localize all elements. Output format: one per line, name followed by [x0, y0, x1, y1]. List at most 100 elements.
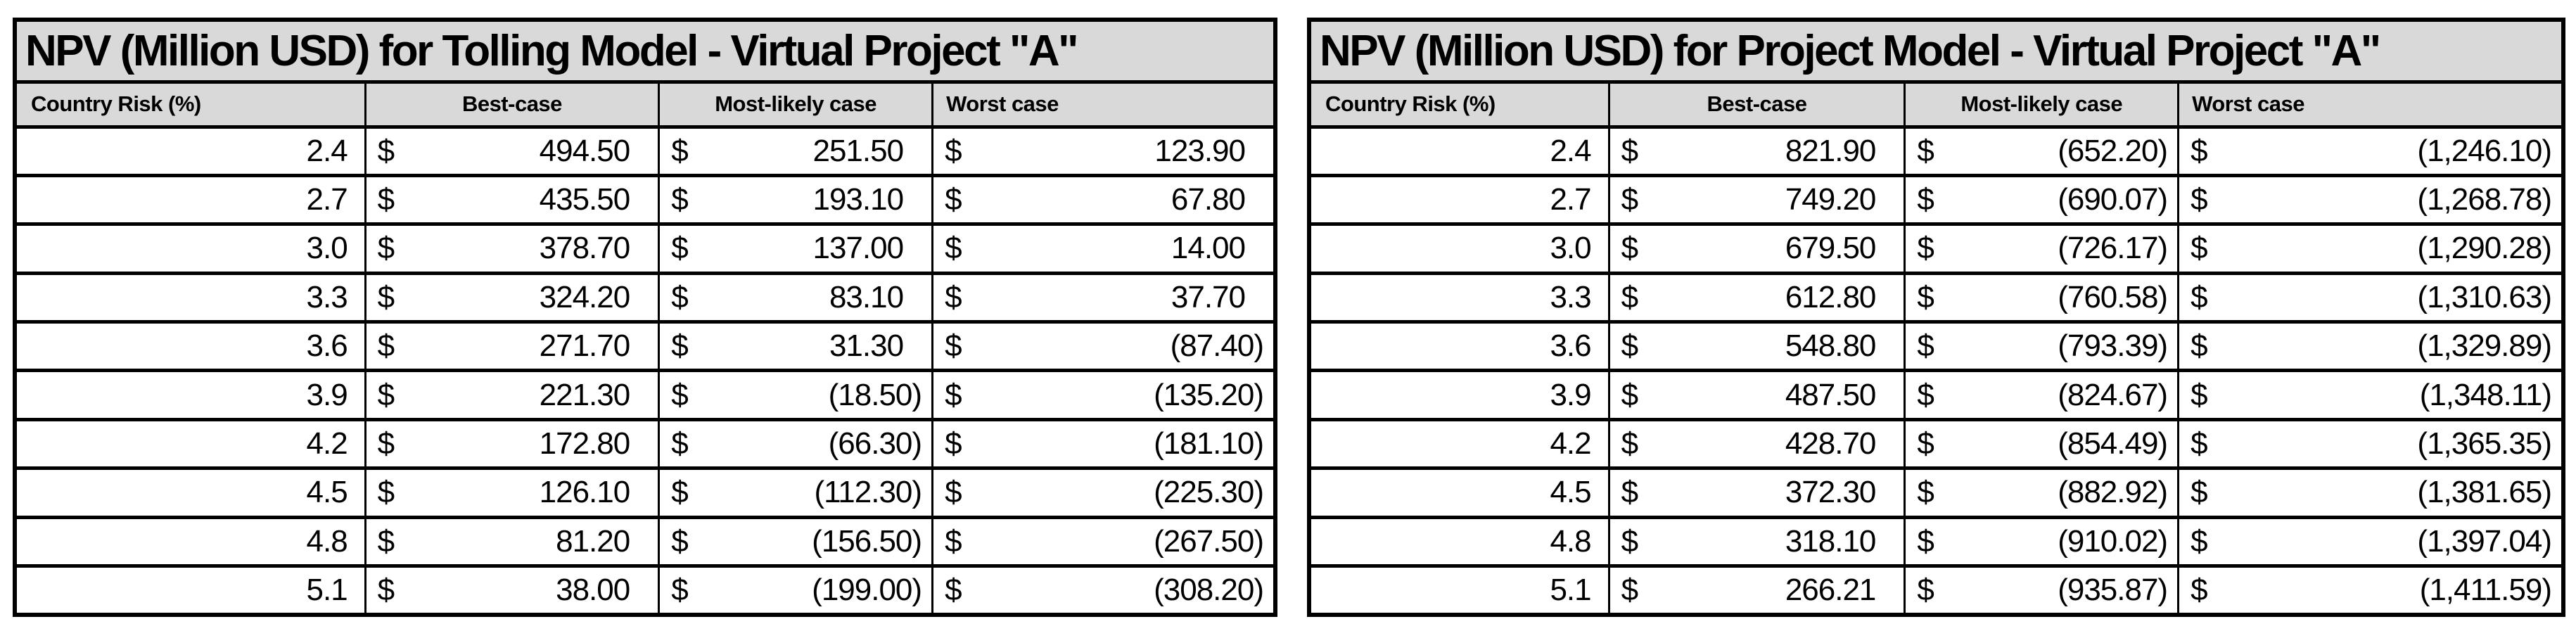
worst-case-value-cell: $ (1,290.28)	[2177, 222, 2565, 275]
table-title: NPV (Million USD) for Project Model - Vi…	[1308, 18, 2565, 83]
table-row: 4.5 $126.10 $ (112.30) $ (225.30)	[13, 466, 1277, 519]
most-likely-case-value: (156.50)	[812, 523, 922, 559]
most-likely-case-value: (760.58)	[2058, 279, 2168, 314]
best-case-value-cell: $435.50	[364, 173, 661, 227]
worst-case-value-cell: $ (1,310.63)	[2177, 271, 2565, 324]
table-row: 2.7 $435.50 $193.10 $67.80	[13, 173, 1277, 227]
most-likely-case-value-cell: $ (690.07)	[1904, 173, 2180, 227]
most-likely-case-value-cell: $137.00	[658, 222, 934, 275]
currency-symbol: $	[377, 475, 395, 510]
worst-case-value-cell: $ (1,381.65)	[2177, 466, 2565, 519]
country-risk-value: 3.3	[13, 271, 366, 324]
table-row: 3.3 $612.80 $ (760.58) $ (1,310.63)	[1308, 271, 2565, 324]
worst-case-value-cell: $67.80	[931, 173, 1277, 227]
currency-symbol: $	[377, 231, 395, 266]
most-likely-case-value: (66.30)	[828, 426, 922, 461]
worst-case-value: (1,381.65)	[2417, 475, 2552, 510]
best-case-value-cell: $266.21	[1607, 563, 1906, 617]
best-case-value-cell: $428.70	[1607, 417, 1906, 471]
best-case-value: 435.50	[539, 182, 631, 217]
best-case-value: 428.70	[1785, 426, 1877, 461]
best-case-value: 271.70	[539, 329, 631, 364]
best-case-value: 494.50	[539, 133, 631, 168]
most-likely-case-value: 31.30	[829, 329, 904, 364]
best-case-value: 126.10	[539, 475, 631, 510]
worst-case-value: (1,310.63)	[2417, 279, 2552, 314]
tolling-model-table-container: NPV (Million USD) for Tolling Model - Vi…	[13, 18, 1277, 617]
tolling-model-table-body: 2.4 $494.50 $251.50 $123.90 2.7 $435.50 $193.1…	[13, 125, 1277, 617]
most-likely-case-value-cell: $ (824.67)	[1904, 369, 2180, 421]
currency-symbol: $	[945, 133, 962, 168]
country-risk-value: 4.2	[13, 417, 366, 471]
best-case-value-cell: $324.20	[364, 271, 661, 324]
currency-symbol: $	[2191, 329, 2208, 364]
most-likely-case-value-cell: $ (112.30)	[658, 466, 934, 519]
currency-symbol: $	[671, 475, 689, 510]
currency-symbol: $	[377, 377, 395, 412]
most-likely-case-value-cell: $83.10	[658, 271, 934, 324]
best-case-value: 221.30	[539, 377, 631, 412]
table-row: 4.2 $428.70 $ (854.49) $ (1,365.35)	[1308, 417, 2565, 471]
currency-symbol: $	[1917, 377, 1934, 412]
most-likely-case-value: (726.17)	[2058, 231, 2168, 266]
most-likely-case-value: (935.87)	[2058, 573, 2168, 607]
column-header-most-likely-case: Most-likely case	[658, 79, 934, 129]
most-likely-case-value: (112.30)	[814, 475, 922, 510]
most-likely-case-value: (793.39)	[2058, 329, 2168, 364]
currency-symbol: $	[1917, 426, 1934, 461]
best-case-value: 378.70	[539, 231, 631, 266]
table-row: 3.0 $378.70 $137.00 $14.00	[13, 222, 1277, 275]
currency-symbol: $	[2191, 475, 2208, 510]
currency-symbol: $	[671, 377, 689, 412]
worst-case-value-cell: $ (1,365.35)	[2177, 417, 2565, 471]
column-header-worst-case: Worst case	[2177, 79, 2565, 129]
table-row: 3.0 $679.50 $ (726.17) $ (1,290.28)	[1308, 222, 2565, 275]
country-risk-value: 3.9	[1308, 369, 1610, 421]
best-case-value-cell: $221.30	[364, 369, 661, 421]
currency-symbol: $	[945, 475, 962, 510]
currency-symbol: $	[377, 523, 395, 559]
currency-symbol: $	[1621, 231, 1639, 266]
tolling-model-table: NPV (Million USD) for Tolling Model - Vi…	[13, 18, 1277, 617]
currency-symbol: $	[377, 133, 395, 168]
worst-case-value: (1,329.89)	[2417, 329, 2552, 364]
currency-symbol: $	[2191, 377, 2208, 412]
country-risk-value: 4.5	[1308, 466, 1610, 519]
most-likely-case-value-cell: $ (18.50)	[658, 369, 934, 421]
most-likely-case-value-cell: $251.50	[658, 125, 934, 177]
currency-symbol: $	[1621, 133, 1639, 168]
table-title-row: NPV (Million USD) for Tolling Model - Vi…	[13, 18, 1277, 83]
currency-symbol: $	[671, 231, 689, 266]
worst-case-value: (308.20)	[1154, 573, 1264, 607]
country-risk-value: 4.8	[13, 515, 366, 568]
currency-symbol: $	[1917, 573, 1934, 607]
currency-symbol: $	[1621, 279, 1639, 314]
best-case-value: 679.50	[1785, 231, 1877, 266]
best-case-value: 487.50	[1785, 377, 1877, 412]
currency-symbol: $	[1917, 475, 1934, 510]
currency-symbol: $	[1917, 133, 1934, 168]
worst-case-value: 67.80	[1171, 182, 1246, 217]
currency-symbol: $	[2191, 231, 2208, 266]
table-row: 3.6 $548.80 $ (793.39) $ (1,329.89)	[1308, 320, 2565, 373]
table-row: 2.4 $821.90 $ (652.20) $ (1,246.10)	[1308, 125, 2565, 177]
best-case-value-cell: $612.80	[1607, 271, 1906, 324]
worst-case-value-cell: $ (225.30)	[931, 466, 1277, 519]
worst-case-value: (1,397.04)	[2417, 523, 2552, 559]
best-case-value-cell: $749.20	[1607, 173, 1906, 227]
country-risk-value: 3.9	[13, 369, 366, 421]
worst-case-value: (87.40)	[1170, 329, 1264, 364]
table-title-row: NPV (Million USD) for Project Model - Vi…	[1308, 18, 2565, 83]
currency-symbol: $	[2191, 426, 2208, 461]
most-likely-case-value-cell: $ (199.00)	[658, 563, 934, 617]
best-case-value: 324.20	[539, 279, 631, 314]
most-likely-case-value-cell: $31.30	[658, 320, 934, 373]
table-row: 2.4 $494.50 $251.50 $123.90	[13, 125, 1277, 177]
table-row: 3.9 $487.50 $ (824.67) $ (1,348.11)	[1308, 369, 2565, 421]
currency-symbol: $	[377, 573, 395, 607]
column-header-country-risk: Country Risk (%)	[1308, 79, 1610, 129]
best-case-value: 612.80	[1785, 279, 1877, 314]
best-case-value: 372.30	[1785, 475, 1877, 510]
country-risk-value: 3.6	[13, 320, 366, 373]
best-case-value: 821.90	[1785, 133, 1877, 168]
